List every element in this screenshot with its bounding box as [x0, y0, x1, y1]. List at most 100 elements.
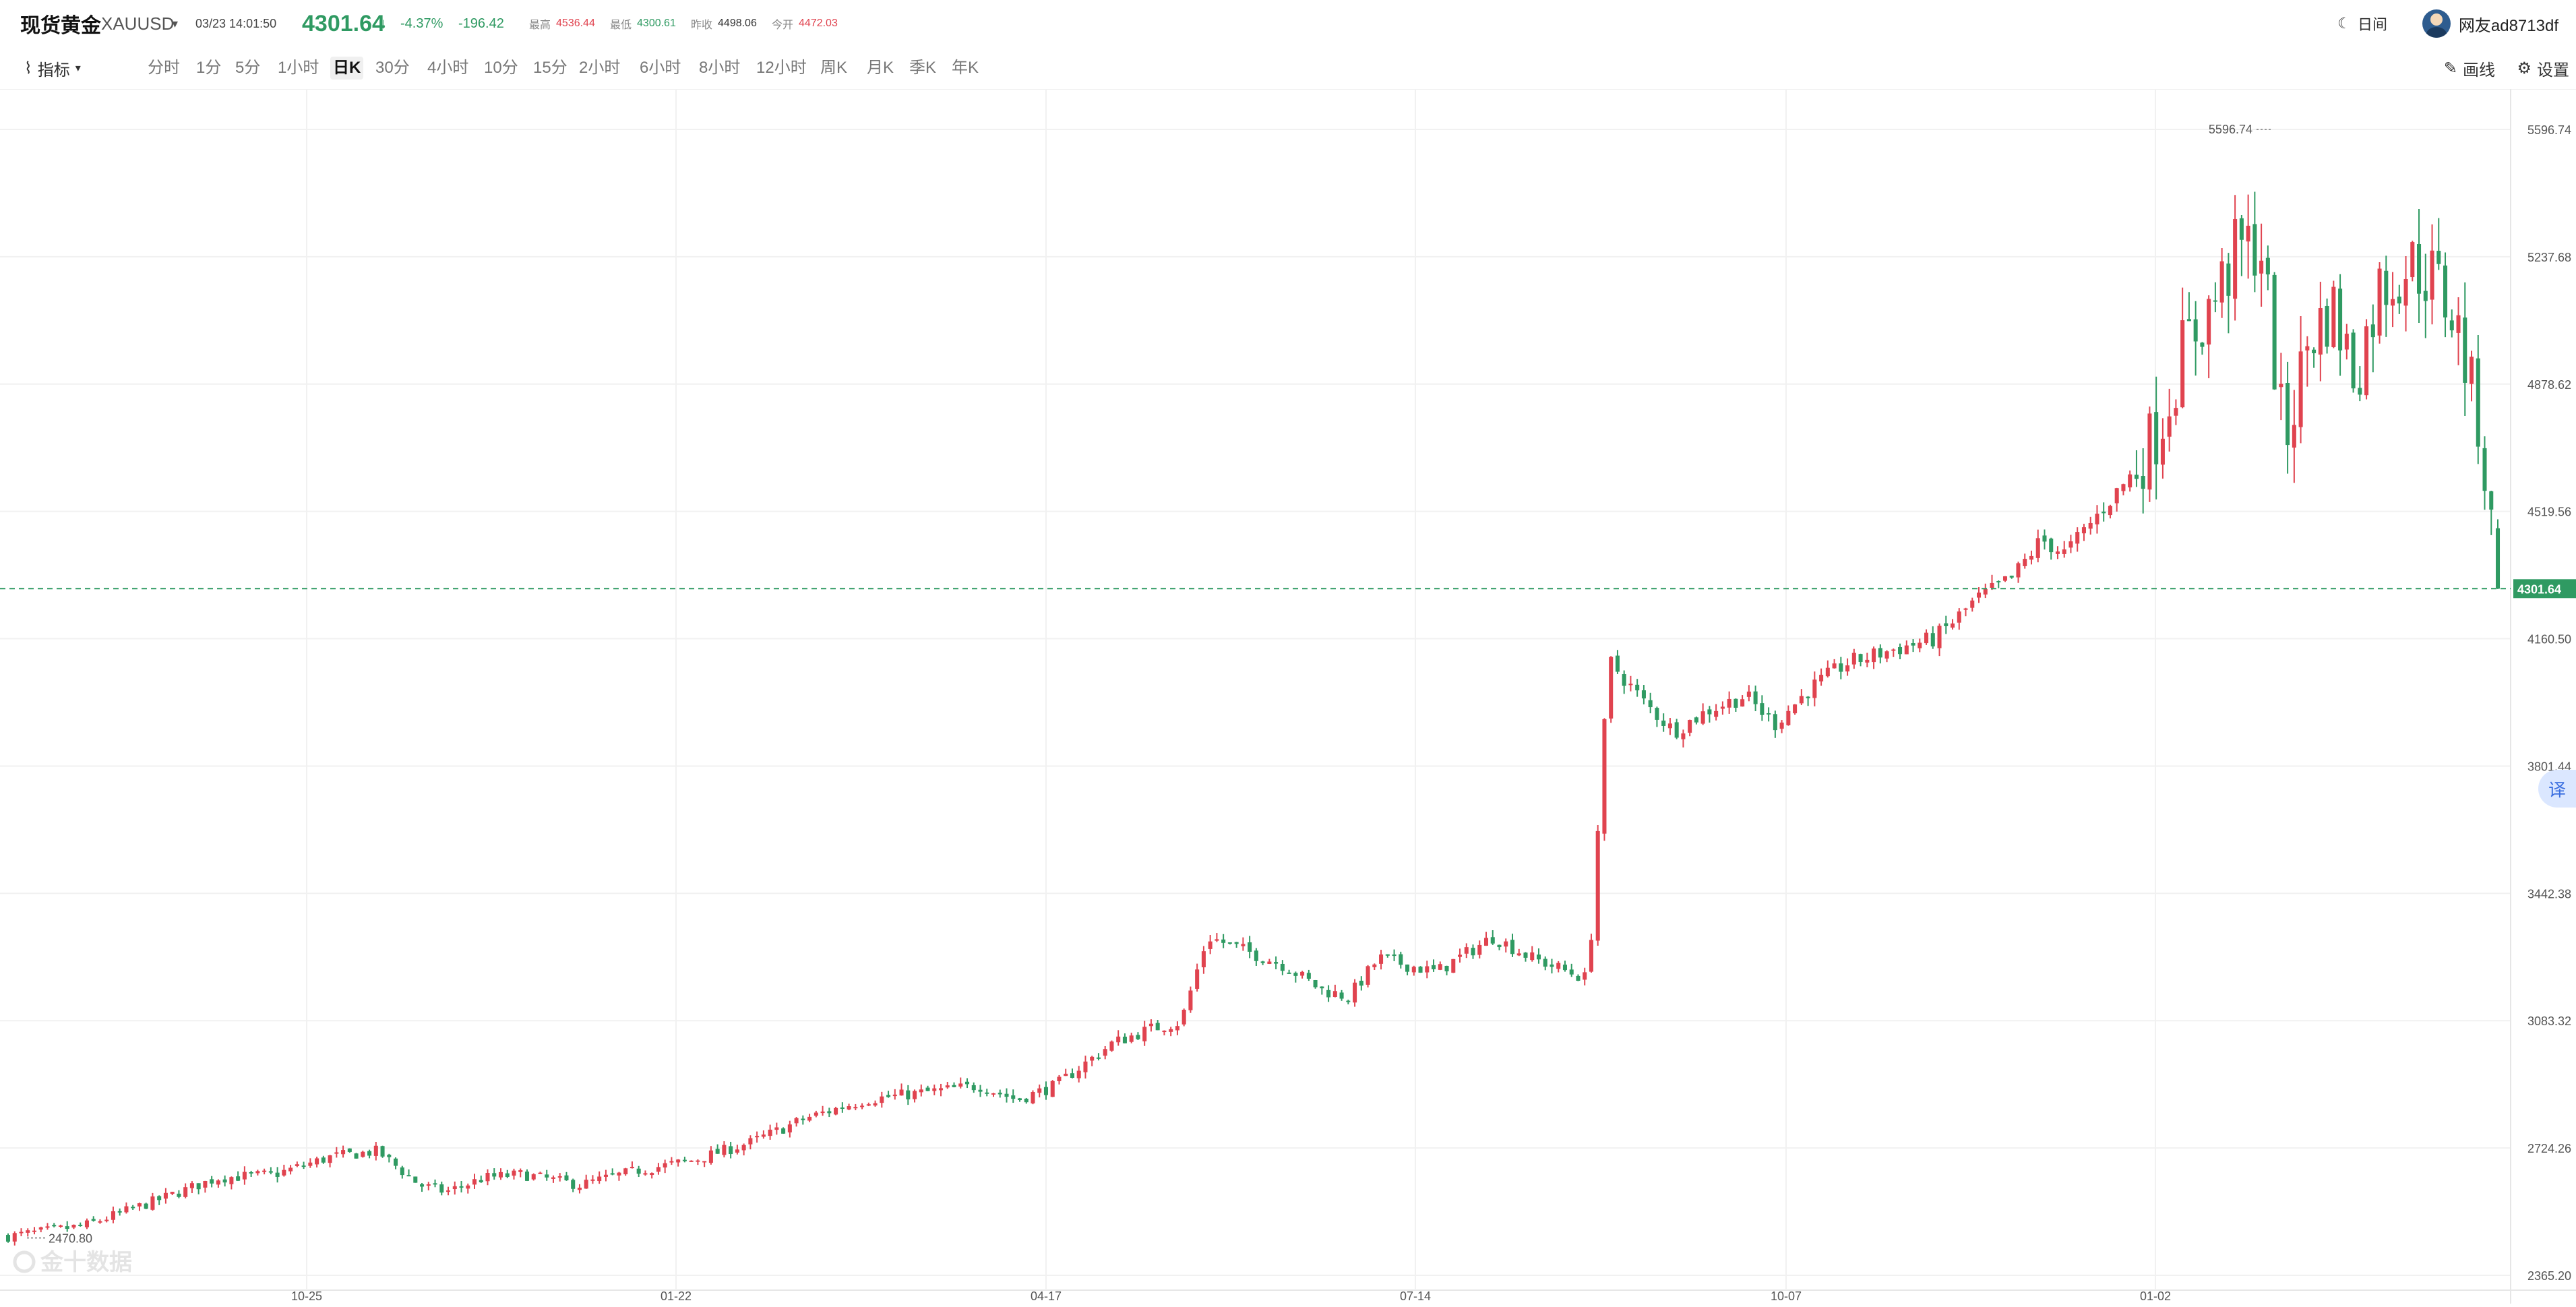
tab-period-4[interactable]: 日K: [330, 57, 364, 80]
candle-body: [603, 1174, 608, 1177]
chevron-down-icon[interactable]: ▾: [172, 16, 179, 30]
candle-body: [1865, 659, 1870, 663]
draw-line-button[interactable]: ✎ 画线: [2444, 47, 2495, 89]
username: 网友ad8713df: [2458, 16, 2558, 35]
tab-period-11[interactable]: 8小时: [699, 59, 741, 77]
moon-icon: ☾: [2337, 15, 2351, 32]
candle-body: [590, 1179, 595, 1181]
candle-body: [1432, 965, 1436, 969]
candle-body: [78, 1224, 83, 1226]
stat-open-label: 今开: [772, 20, 794, 31]
candle-body: [952, 1085, 956, 1087]
candle-body: [899, 1089, 904, 1096]
tab-period-10[interactable]: 6小时: [640, 59, 681, 77]
candle-body: [1477, 944, 1482, 955]
candle-body: [2456, 315, 2461, 333]
candle-body: [466, 1185, 470, 1189]
candle-body: [1050, 1081, 1055, 1097]
candle-body: [1175, 1026, 1179, 1031]
candle-body: [177, 1193, 181, 1197]
candle-body: [1714, 710, 1719, 717]
kline-chart[interactable]: 5596.74 5237.68 4878.62 4519.56 4160.50 3801.…: [0, 89, 2576, 1304]
user-account[interactable]: 网友ad8713df: [2422, 0, 2558, 47]
tab-period-3[interactable]: 1小时: [278, 59, 319, 77]
candle-body: [1280, 963, 1285, 971]
candle-body: [2403, 278, 2408, 306]
candle-body: [2272, 274, 2277, 390]
stat-prev-close-value: 4498.06: [718, 18, 757, 29]
candle-body: [1129, 1035, 1134, 1042]
candle-body: [1148, 1023, 1153, 1027]
tab-period-16[interactable]: 年K: [952, 59, 979, 77]
settings-button[interactable]: ⚙ 设置: [2517, 47, 2569, 89]
min-price-label: 2470.80: [49, 1232, 92, 1245]
candle-body: [945, 1085, 950, 1088]
candle-body: [1510, 940, 1515, 954]
draw-line-label: 画线: [2463, 61, 2495, 80]
candle-body: [886, 1095, 891, 1097]
candle-body: [2351, 332, 2356, 389]
translate-button[interactable]: 译: [2538, 770, 2576, 808]
change-amount: -196.42: [458, 16, 504, 31]
tab-period-5[interactable]: 30分: [375, 59, 410, 77]
candle-body: [1648, 700, 1653, 708]
candle-body: [1740, 699, 1745, 707]
day-night-toggle[interactable]: ☾ 日间: [2337, 0, 2387, 47]
candle-body: [1825, 667, 1830, 677]
candle-body: [1924, 632, 1929, 644]
tab-period-8[interactable]: 15分: [533, 59, 568, 77]
tab-period-1[interactable]: 1分: [196, 59, 222, 77]
candle-body: [2358, 388, 2362, 395]
tab-period-9[interactable]: 2小时: [579, 59, 621, 77]
candle-body: [1241, 944, 1246, 946]
kline-chart-svg[interactable]: 5596.745237.684878.624519.564160.503801.…: [0, 89, 2576, 1304]
candle-body: [729, 1146, 733, 1155]
candle-body: [1471, 948, 1475, 956]
candle-body: [2128, 474, 2133, 488]
tab-period-0[interactable]: 分时: [148, 59, 180, 77]
candle-body: [1017, 1098, 1022, 1101]
candle-body: [216, 1180, 220, 1185]
candle-body: [1688, 720, 1692, 733]
candle-body: [1274, 962, 1279, 964]
candle-body: [853, 1107, 858, 1109]
instrument-symbol[interactable]: XAUUSD: [101, 13, 175, 34]
candle-body: [1438, 964, 1442, 970]
candle-body: [1490, 937, 1495, 944]
candle-body: [1405, 964, 1410, 972]
candle-body: [485, 1173, 490, 1182]
candle-body: [610, 1173, 615, 1175]
candle-body: [439, 1184, 444, 1193]
tab-period-13[interactable]: 周K: [820, 59, 848, 77]
candle-body: [380, 1146, 385, 1157]
candle-body: [1799, 696, 1804, 704]
candle-body: [117, 1211, 122, 1213]
indicator-button[interactable]: ⌇ 指标 ▾: [24, 47, 81, 89]
quote-time: 03/23 14:01:50: [195, 16, 277, 30]
candle-body: [564, 1175, 569, 1181]
candle-body: [84, 1220, 89, 1227]
candle-body: [71, 1225, 76, 1228]
tab-period-15[interactable]: 季K: [909, 59, 937, 77]
candle-body: [222, 1179, 227, 1183]
candle-body: [2417, 244, 2422, 294]
tab-period-2[interactable]: 5分: [235, 59, 261, 77]
candle-body: [111, 1211, 115, 1220]
candle-body: [2147, 413, 2152, 490]
candle-body: [1136, 1035, 1140, 1039]
candle-body: [1602, 719, 1607, 834]
tab-period-14[interactable]: 月K: [867, 59, 894, 77]
candle-body: [1497, 944, 1502, 948]
candle-body: [210, 1179, 214, 1184]
candle-body: [413, 1176, 418, 1183]
candle-body: [183, 1187, 188, 1197]
candle-body: [2495, 528, 2501, 589]
tab-period-12[interactable]: 12小时: [756, 59, 807, 77]
candle-body: [1293, 973, 1298, 976]
candle-body: [1122, 1036, 1127, 1043]
chevron-down-icon: ▾: [75, 63, 81, 74]
candle-body: [157, 1196, 162, 1200]
tab-period-7[interactable]: 10分: [484, 59, 518, 77]
tab-period-6[interactable]: 4小时: [427, 59, 469, 77]
stat-high: 最高 4536.44: [529, 0, 595, 47]
